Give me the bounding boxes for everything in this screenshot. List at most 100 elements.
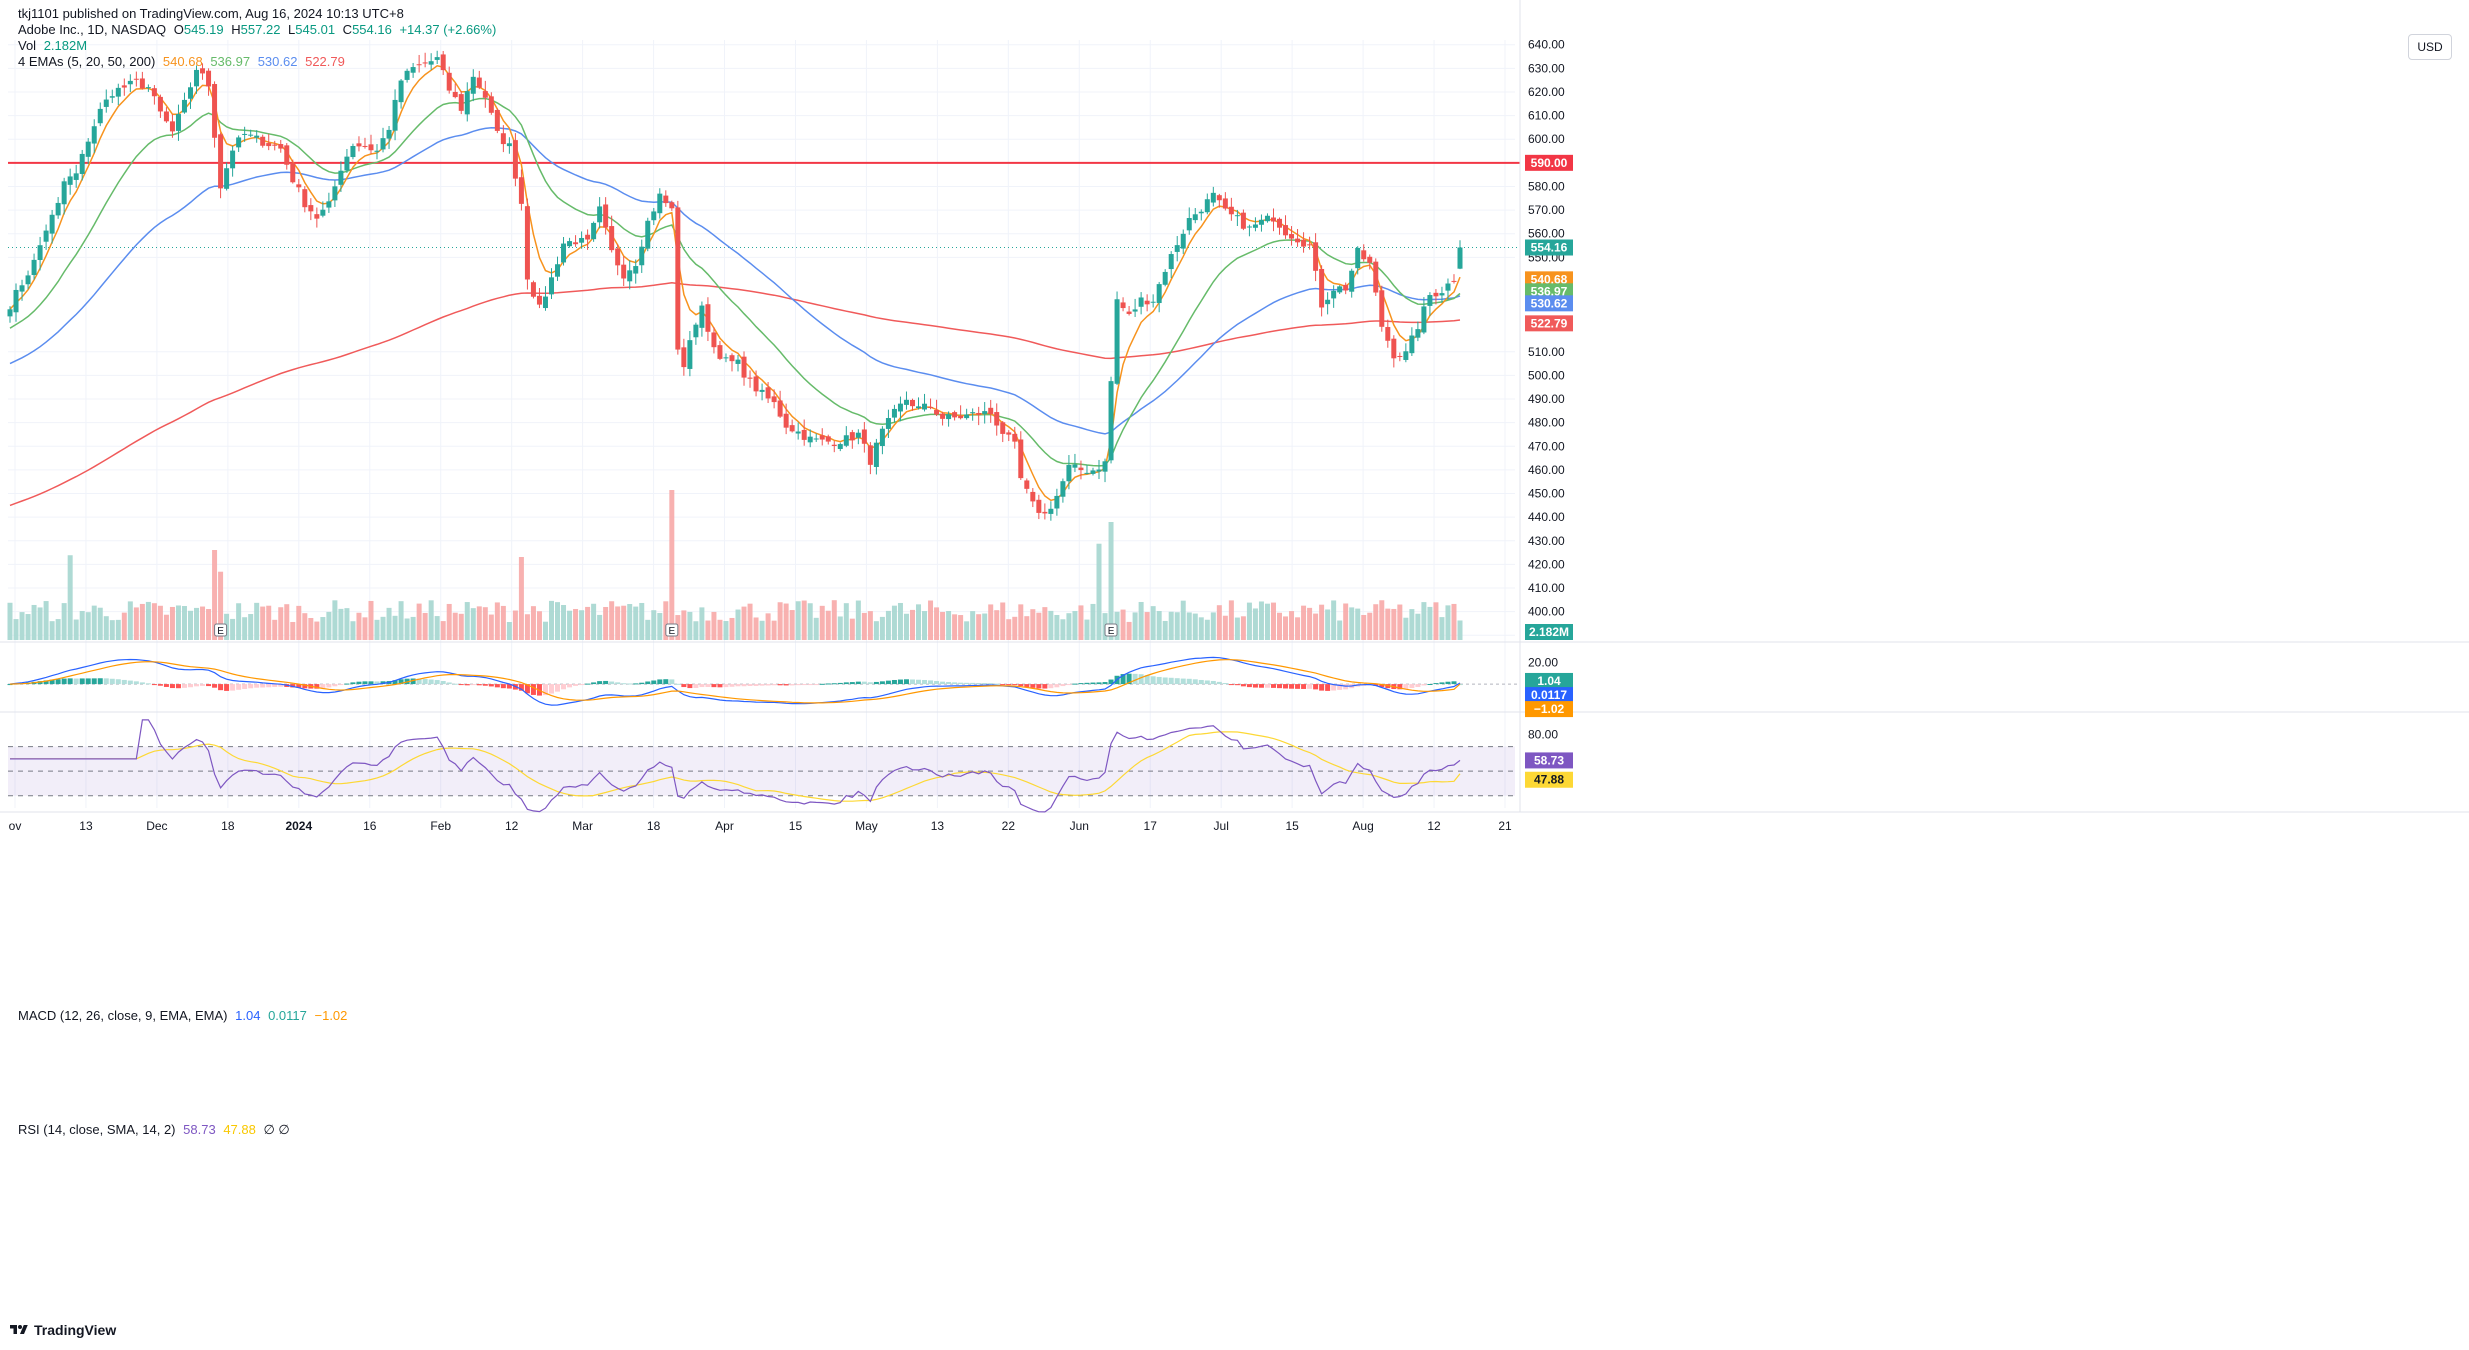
volume-bar	[717, 619, 723, 640]
candle	[212, 81, 218, 148]
price-tick: 510.00	[1528, 345, 1565, 359]
candle-body	[61, 181, 67, 205]
macd-hist-bar	[867, 682, 873, 685]
candle-body	[1355, 247, 1361, 269]
earnings-marker-box	[1104, 623, 1118, 637]
candle-body	[127, 80, 133, 85]
macd-hist-bar	[542, 684, 548, 696]
macd-hist-bar	[1451, 681, 1457, 685]
macd-hist-value-label-text: 0.0117	[1531, 688, 1567, 702]
candle	[651, 207, 657, 226]
candle	[302, 186, 308, 213]
earnings-marker: E	[1104, 623, 1118, 637]
candle-body	[1415, 329, 1421, 338]
candle	[759, 383, 765, 401]
macd-hist-bar	[1108, 679, 1114, 685]
macd-hist-bar	[218, 684, 224, 691]
candle-body	[1036, 499, 1042, 513]
candle	[573, 235, 579, 247]
volume-bar	[609, 601, 615, 640]
volume-bar	[711, 611, 717, 640]
macd-hist-bar	[639, 682, 645, 685]
candle	[909, 398, 915, 411]
macd-hist-bar	[43, 680, 49, 685]
volume-bar	[687, 611, 693, 640]
volume-bar	[19, 612, 25, 640]
candle-body	[428, 61, 434, 65]
candle-body	[687, 340, 693, 369]
time-tick: 18	[221, 819, 235, 833]
price-tick: 400.00	[1528, 605, 1565, 619]
volume-bar	[1042, 607, 1048, 640]
volume-bar	[873, 621, 879, 640]
volume-bar	[807, 603, 813, 640]
macd-hist-bar	[783, 684, 789, 686]
candle	[627, 260, 633, 290]
volume-bar	[801, 600, 807, 640]
candle	[970, 408, 976, 421]
candle-body	[819, 435, 825, 440]
volume-bar	[1457, 620, 1463, 640]
time-tick: 15	[1285, 819, 1299, 833]
macd-hist-bar	[946, 681, 952, 685]
macd-hist-bar	[994, 683, 1000, 685]
macd-legend[interactable]: MACD (12, 26, close, 9, EMA, EMA) 1.04 0…	[18, 1008, 347, 1023]
candle-body	[79, 153, 85, 174]
candle-body	[699, 305, 705, 328]
macd-hist-bar	[1054, 684, 1060, 688]
ema-legend[interactable]: 4 EMAs (5, 20, 50, 200) 540.68 536.97 53…	[18, 54, 345, 69]
candle	[440, 50, 446, 75]
volume-legend[interactable]: Vol 2.182M	[18, 38, 87, 53]
candle-body	[1156, 284, 1162, 304]
candle	[585, 229, 591, 250]
volume-bar	[1427, 606, 1433, 640]
volume-bar	[1228, 600, 1234, 640]
candle	[49, 209, 55, 244]
macd-hist-bar	[314, 684, 320, 689]
candle	[855, 429, 861, 445]
currency-button[interactable]: USD	[2408, 34, 2452, 60]
candle	[476, 70, 482, 90]
candle	[669, 200, 675, 211]
candle-body	[735, 359, 741, 364]
volume-bar	[320, 617, 326, 640]
volume-bar	[837, 616, 843, 640]
rsi-legend[interactable]: RSI (14, close, SMA, 14, 2) 58.73 47.88 …	[18, 1122, 290, 1138]
candle-body	[645, 220, 651, 249]
ema50-value: 530.62	[257, 54, 298, 69]
macd-hist-bar	[1018, 684, 1024, 687]
macd-hist-bar	[1307, 684, 1313, 689]
ohlc-h-label: H	[231, 22, 241, 37]
ema200-value: 522.79	[305, 54, 345, 69]
volume-bar	[115, 619, 121, 640]
macd-hist-bar	[1331, 684, 1337, 691]
candle	[43, 224, 49, 250]
last-price-label-bg	[1525, 239, 1573, 256]
volume-bar	[194, 607, 200, 640]
earnings-marker: E	[214, 623, 228, 637]
ema5-value: 540.68	[162, 54, 203, 69]
macd-hist-bar	[157, 684, 163, 686]
volume-bar	[55, 619, 61, 640]
volume-bar	[777, 602, 783, 640]
time-tick: Aug	[1352, 819, 1373, 833]
volume-bar	[1331, 600, 1337, 640]
candle	[380, 127, 386, 153]
price-tick: 420.00	[1528, 557, 1565, 571]
tradingview-logo[interactable]: TradingView	[10, 1322, 116, 1338]
candle	[741, 351, 747, 386]
macd-tick: 20.00	[1528, 655, 1558, 669]
candle	[404, 68, 410, 83]
candle	[1379, 285, 1385, 332]
candle-body	[296, 184, 302, 188]
candle-body	[741, 356, 747, 378]
volume-bar	[398, 601, 404, 640]
candle-body	[958, 415, 964, 419]
macd-hist-bar	[1006, 684, 1012, 686]
macd-hist-bar	[1060, 684, 1066, 687]
candle-body	[669, 202, 675, 209]
ohlc-open: 545.19	[183, 22, 224, 37]
volume-bar	[212, 550, 218, 640]
rsi-ma-value-label-bg	[1525, 771, 1573, 788]
